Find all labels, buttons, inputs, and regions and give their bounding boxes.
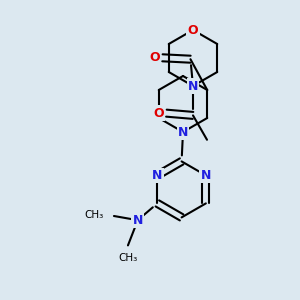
Text: N: N [133,214,143,227]
Text: CH₃: CH₃ [85,210,104,220]
Text: O: O [153,107,164,120]
Text: O: O [188,23,198,37]
Text: N: N [178,125,188,139]
Text: N: N [188,80,198,92]
Text: N: N [152,169,163,182]
Text: N: N [201,169,211,182]
Text: CH₃: CH₃ [118,254,138,263]
Text: O: O [149,51,160,64]
